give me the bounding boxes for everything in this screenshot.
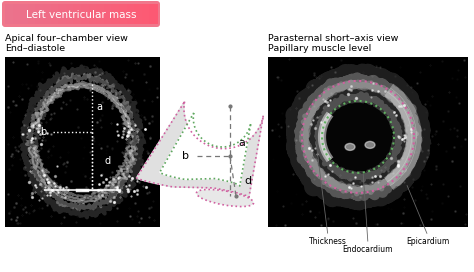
Polygon shape [160, 113, 251, 186]
Text: Left ventricular mass: Left ventricular mass [26, 10, 136, 20]
Bar [5, 4, 14, 24]
Text: Papillary muscle level: Papillary muscle level [268, 44, 371, 53]
Text: d: d [244, 176, 251, 186]
Bar [81, 4, 90, 24]
Bar [43, 4, 52, 24]
Bar [127, 4, 135, 24]
Bar [111, 4, 120, 24]
Text: Apical four–chamber view: Apical four–chamber view [5, 34, 128, 43]
Bar [58, 4, 67, 24]
Bar [119, 4, 128, 24]
Ellipse shape [345, 143, 355, 150]
Text: Epicardium: Epicardium [406, 237, 450, 246]
Bar [13, 4, 21, 24]
Bar [134, 4, 143, 24]
Polygon shape [137, 102, 264, 197]
Bar [142, 4, 150, 24]
Bar [73, 4, 82, 24]
Text: Thickness: Thickness [309, 237, 347, 246]
Bar [66, 4, 74, 24]
Bar [51, 4, 59, 24]
Bar [96, 4, 105, 24]
Text: End–diastole: End–diastole [5, 44, 65, 53]
Text: Parasternal short–axis view: Parasternal short–axis view [268, 34, 398, 43]
Text: d: d [104, 156, 110, 166]
Bar [268, 57, 468, 227]
Bar [149, 4, 158, 24]
FancyBboxPatch shape [2, 1, 160, 27]
Bar [20, 4, 29, 24]
Bar [28, 4, 36, 24]
Ellipse shape [365, 141, 375, 149]
Text: b: b [40, 127, 46, 137]
Text: b: b [182, 151, 189, 161]
Bar [89, 4, 97, 24]
Text: a: a [97, 102, 102, 112]
Bar [104, 4, 112, 24]
Ellipse shape [196, 190, 254, 206]
Text: Endocardium: Endocardium [343, 245, 393, 254]
Bar [36, 4, 44, 24]
Ellipse shape [324, 103, 392, 171]
Text: a: a [238, 138, 245, 148]
Bar [5, 57, 160, 227]
